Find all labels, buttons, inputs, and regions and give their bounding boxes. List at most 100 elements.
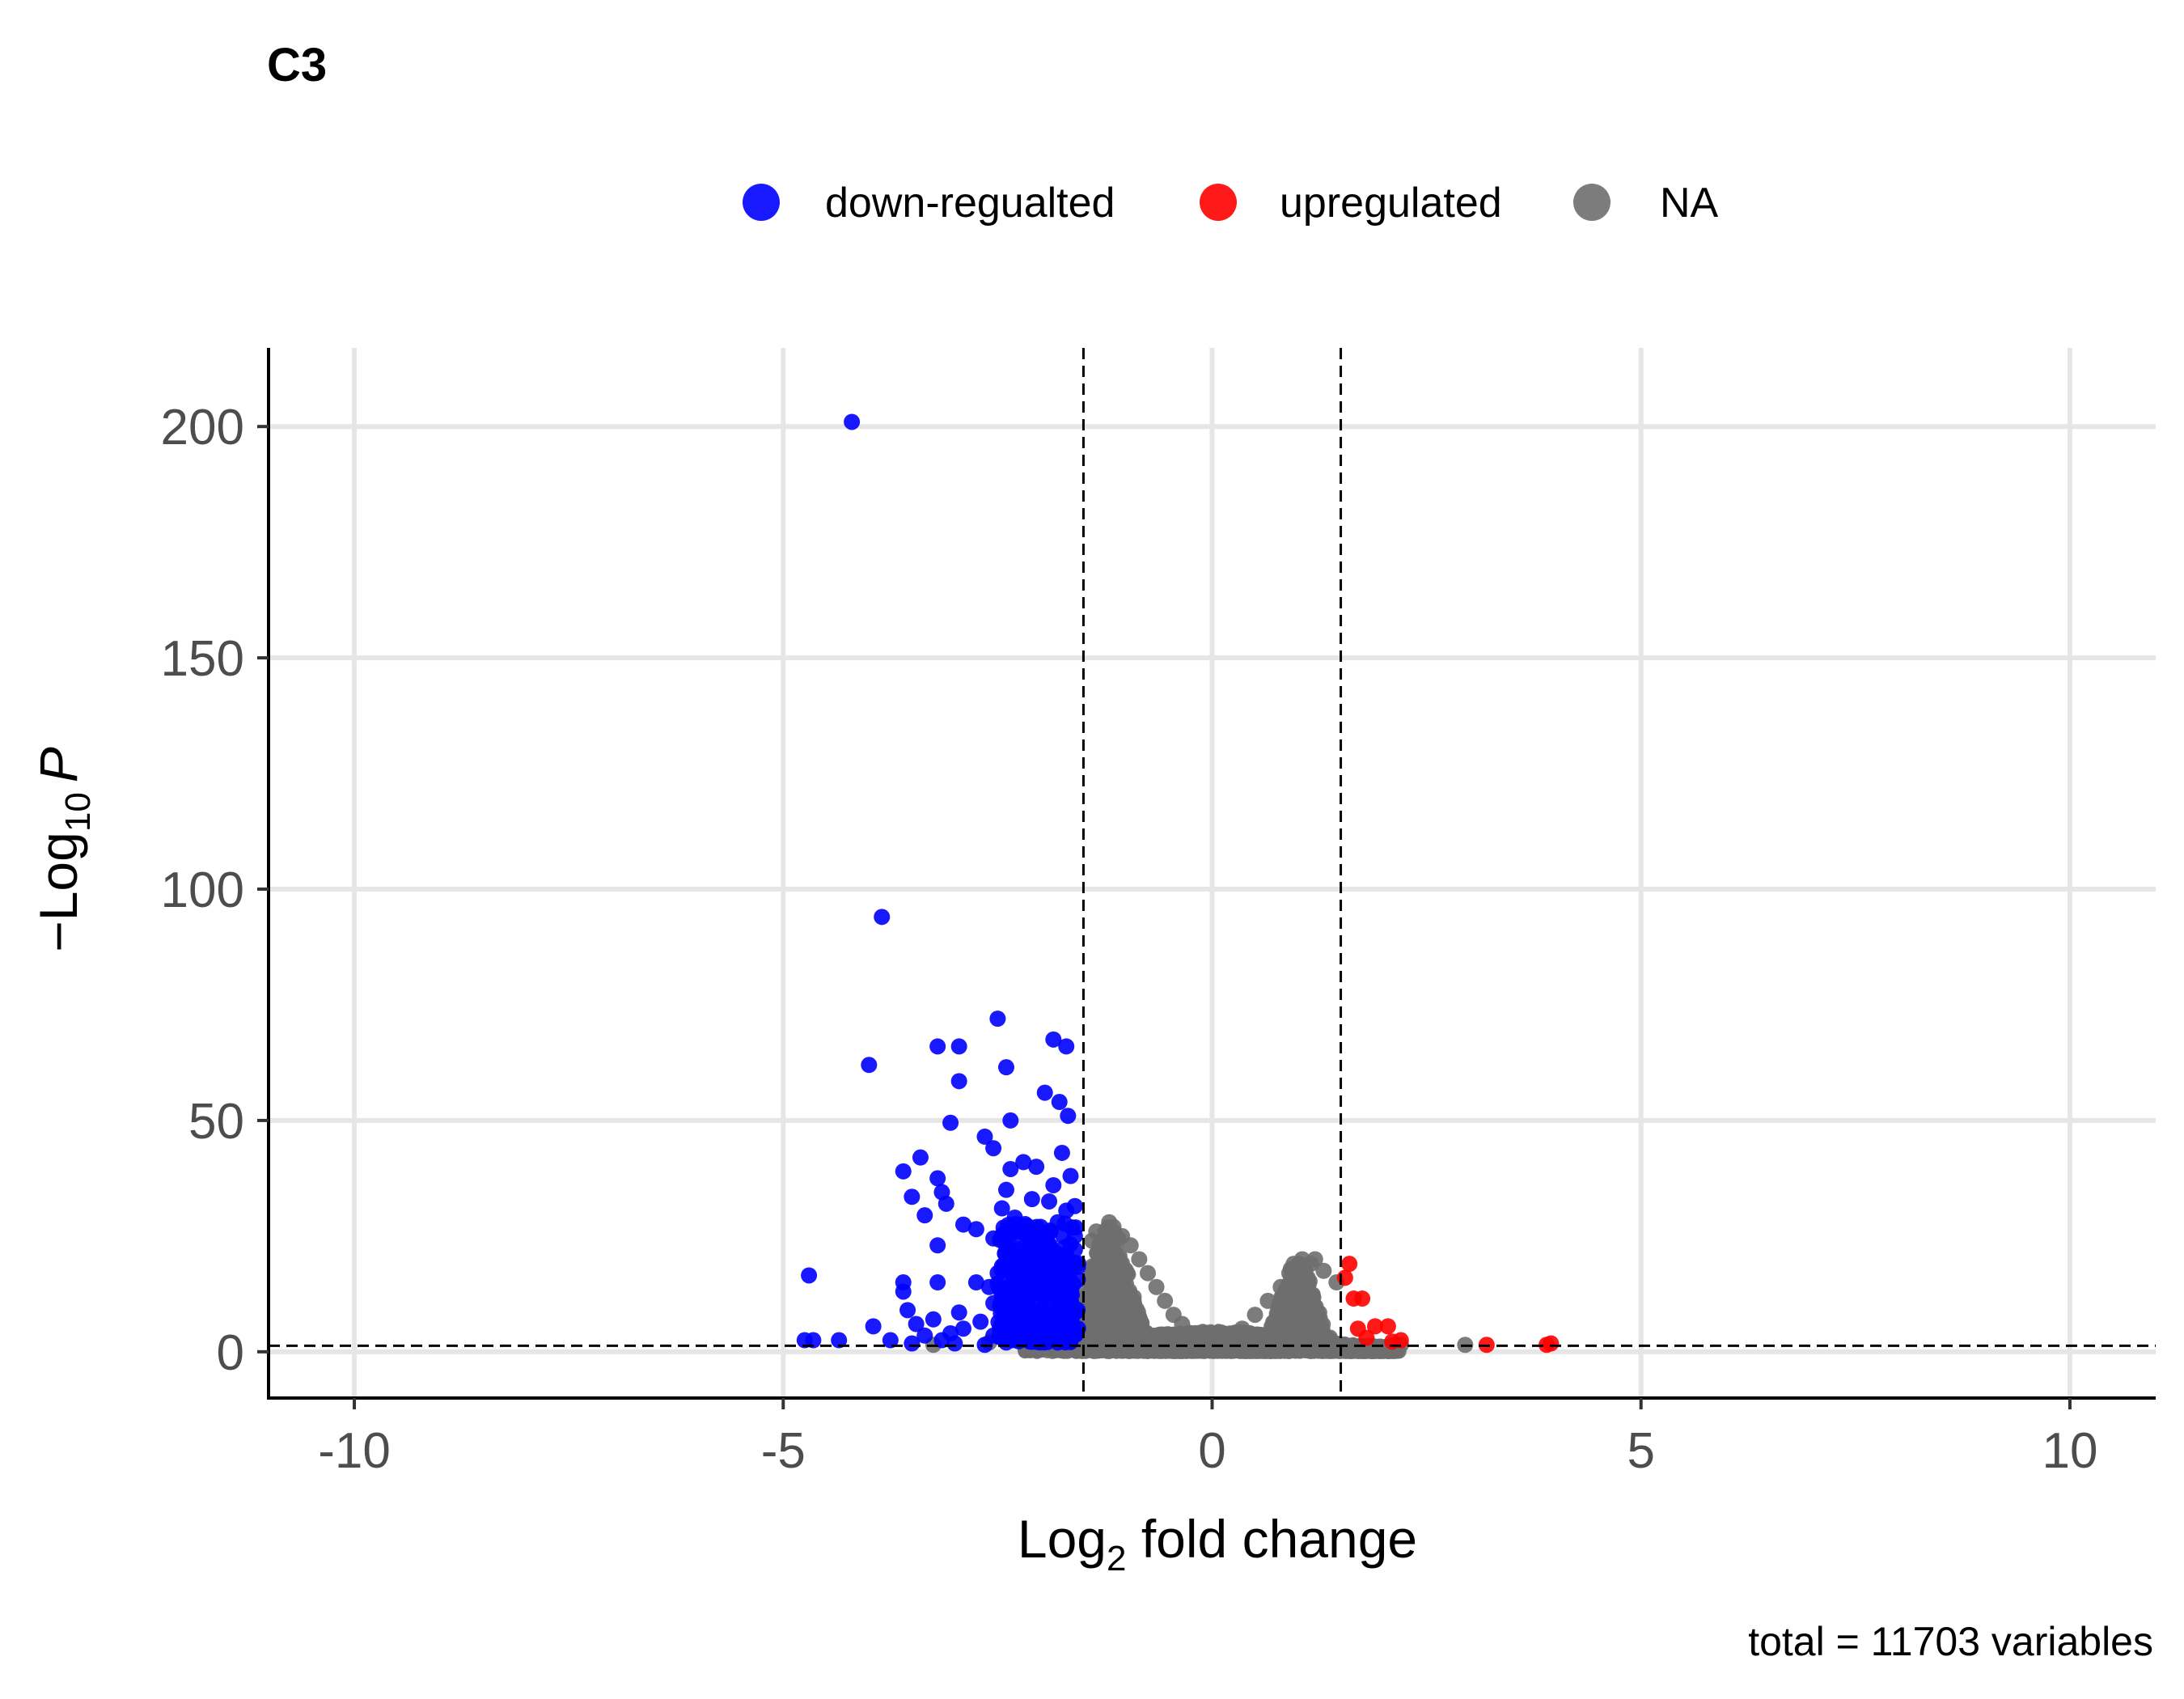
- down-point: [899, 1302, 916, 1319]
- na-point: [1123, 1294, 1138, 1309]
- down-point: [801, 1267, 818, 1284]
- down-point: [967, 1221, 984, 1238]
- down-point: [1028, 1159, 1045, 1176]
- down-point: [1051, 1094, 1068, 1111]
- down-point: [989, 1011, 1006, 1027]
- grid-layer: [269, 348, 2156, 1398]
- down-point: [991, 1328, 1008, 1345]
- na-point: [1335, 1340, 1350, 1355]
- na-point: [1103, 1308, 1118, 1324]
- down-point: [1045, 1031, 1062, 1048]
- down-point: [831, 1332, 848, 1349]
- x-tick-label: 10: [2042, 1423, 2097, 1479]
- up-point: [1379, 1318, 1396, 1335]
- na-point: [1315, 1262, 1332, 1279]
- y-axis-title-rest: P: [28, 747, 88, 782]
- down-point: [989, 1275, 1006, 1292]
- down-point: [997, 1312, 1014, 1329]
- down-point: [908, 1316, 925, 1333]
- legend-key-down: [743, 184, 780, 221]
- na-point: [1107, 1282, 1122, 1297]
- down-point: [950, 1073, 967, 1090]
- na-point: [1139, 1265, 1156, 1282]
- down-point: [1058, 1038, 1075, 1055]
- na-point: [1104, 1324, 1120, 1340]
- points-layer: [796, 413, 1560, 1354]
- na-point: [1272, 1278, 1289, 1295]
- down-point: [1058, 1269, 1075, 1286]
- down-point: [912, 1149, 929, 1166]
- y-axis-title-main: −Log: [28, 832, 88, 952]
- down-point: [1036, 1084, 1053, 1101]
- up-point: [1392, 1332, 1409, 1349]
- na-point: [1279, 1294, 1294, 1310]
- na-point: [1360, 1344, 1375, 1359]
- na-point: [1310, 1339, 1326, 1354]
- na-point: [1259, 1292, 1276, 1309]
- na-point: [1084, 1232, 1101, 1249]
- y-axis-title: −Log10 P: [28, 747, 98, 952]
- x-axis-title-main: Log: [1018, 1509, 1107, 1569]
- na-point: [1264, 1320, 1280, 1336]
- na-point: [1234, 1320, 1251, 1337]
- y-tick-label: 50: [188, 1094, 244, 1150]
- down-point: [895, 1163, 912, 1180]
- up-point: [1354, 1290, 1371, 1307]
- na-point: [1271, 1344, 1286, 1359]
- up-point: [1366, 1318, 1383, 1335]
- legend-key-up: [1200, 184, 1237, 221]
- down-point: [1065, 1254, 1082, 1271]
- down-point: [972, 1313, 989, 1330]
- na-point: [1293, 1311, 1308, 1327]
- down-point: [916, 1207, 933, 1224]
- up-point: [1358, 1329, 1375, 1346]
- na-point: [1131, 1251, 1148, 1268]
- na-point: [1182, 1324, 1199, 1341]
- down-point: [925, 1311, 942, 1328]
- down-point: [1027, 1322, 1044, 1339]
- x-tick-label: 0: [1198, 1423, 1225, 1479]
- na-point: [1306, 1251, 1323, 1268]
- up-point: [1336, 1269, 1353, 1286]
- x-tick-label: 5: [1627, 1423, 1654, 1479]
- down-point: [950, 1038, 967, 1055]
- down-point: [929, 1038, 946, 1055]
- down-point: [1042, 1238, 1059, 1255]
- down-point: [967, 1274, 984, 1291]
- na-point: [1089, 1245, 1104, 1260]
- y-axis-title-sub: 10: [58, 792, 98, 832]
- down-point: [942, 1114, 959, 1131]
- legend: down-regualted upregulated NA: [743, 180, 1719, 227]
- x-tick-label: -10: [318, 1423, 391, 1479]
- down-point: [1047, 1323, 1064, 1340]
- up-point: [1539, 1337, 1555, 1354]
- na-point: [1306, 1286, 1321, 1302]
- cutoff-lines: [269, 348, 2156, 1398]
- na-point: [1086, 1271, 1101, 1286]
- na-point: [1157, 1292, 1174, 1309]
- down-point: [1009, 1265, 1026, 1282]
- y-tick-label: 0: [217, 1325, 244, 1381]
- down-point: [1057, 1292, 1074, 1309]
- na-point: [1107, 1248, 1122, 1264]
- down-point: [916, 1327, 933, 1344]
- down-point: [1041, 1193, 1058, 1210]
- na-point: [1253, 1343, 1268, 1358]
- down-point: [844, 413, 861, 430]
- na-point: [1221, 1329, 1238, 1346]
- na-point: [1128, 1319, 1143, 1334]
- x-axis-title-rest: fold change: [1126, 1509, 1417, 1569]
- down-point: [1023, 1191, 1040, 1208]
- down-point: [929, 1237, 946, 1254]
- down-point: [1058, 1202, 1075, 1219]
- up-point: [1341, 1256, 1358, 1273]
- down-point: [1015, 1154, 1032, 1171]
- na-point: [1148, 1278, 1165, 1295]
- na-point: [1285, 1256, 1302, 1273]
- legend-label-down: down-regualted: [825, 180, 1115, 227]
- down-point: [985, 1140, 1002, 1157]
- down-point: [1013, 1277, 1030, 1294]
- down-point: [1002, 1112, 1019, 1129]
